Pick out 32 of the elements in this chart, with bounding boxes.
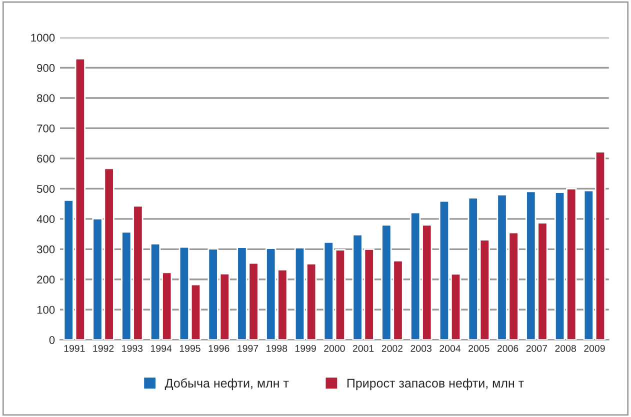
legend-label: Прирост запасов нефти, млн т — [347, 378, 524, 390]
y-tick-label: 200 — [37, 276, 55, 284]
x-tick-label: 1998 — [266, 344, 288, 352]
x-tick-label: 1996 — [208, 344, 230, 352]
x-tick-label: 1991 — [64, 344, 85, 352]
y-tick-label: 800 — [37, 94, 55, 102]
legend-label: Добыча нефти, млн т — [164, 378, 289, 390]
x-tick-label: 1995 — [180, 344, 200, 352]
x-tick-label: 2007 — [526, 344, 548, 352]
x-tick-label: 2003 — [410, 344, 432, 352]
y-tick-label: 900 — [37, 64, 55, 72]
x-tick-label: 2004 — [440, 344, 461, 352]
x-tick-label: 1992 — [93, 344, 114, 352]
x-tick-label: 1993 — [122, 344, 143, 352]
x-tick-label: 2008 — [555, 344, 576, 352]
y-tick-label: 600 — [37, 154, 55, 163]
y-tick-label: 300 — [36, 245, 55, 254]
y-tick-label: 500 — [36, 184, 55, 193]
y-tick-label: 100 — [37, 306, 55, 314]
x-tick-label: 1997 — [238, 344, 258, 352]
x-tick-label: 2006 — [497, 344, 518, 352]
y-tick-label: 1000 — [31, 34, 55, 42]
x-tick-label: 2009 — [584, 344, 605, 352]
x-tick-label: 2005 — [468, 344, 490, 352]
x-tick-label: 2000 — [324, 344, 345, 352]
x-tick-label: 2001 — [353, 344, 374, 352]
x-tick-label: 1994 — [151, 344, 172, 352]
x-tick-label: 1999 — [295, 344, 316, 352]
y-tick-label: 0 — [49, 336, 55, 344]
y-tick-label: 700 — [37, 124, 55, 132]
y-tick-label: 400 — [36, 215, 55, 224]
x-tick-label: 2002 — [382, 344, 403, 352]
